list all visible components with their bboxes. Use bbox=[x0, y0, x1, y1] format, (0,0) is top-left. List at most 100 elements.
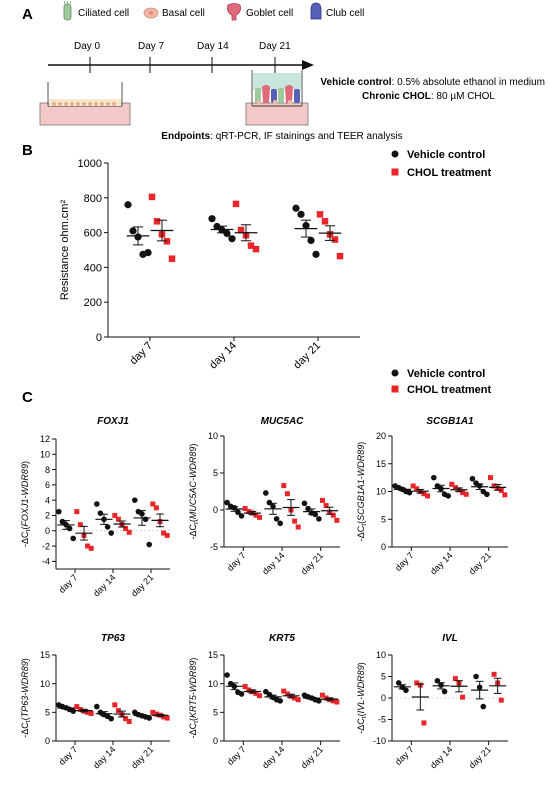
muc5ac-vehicle-point bbox=[224, 499, 230, 506]
tp63-vehicle-point bbox=[146, 715, 152, 721]
teer-vehicle-point bbox=[144, 249, 152, 257]
teer-ytick-label: 1000 bbox=[78, 158, 102, 170]
scgb1a1-y-axis-label: -ΔCt(SCGB1A1-WDR89) bbox=[356, 442, 368, 541]
krt5-ytick-label: 15 bbox=[208, 650, 218, 660]
ivl-ylabel-sub: t bbox=[361, 716, 368, 718]
teer-chol-point bbox=[336, 252, 344, 260]
teer-legend: Vehicle control CHOL treatment bbox=[391, 149, 491, 179]
ivl-chol-point bbox=[460, 694, 466, 700]
foxj1-chol-point bbox=[150, 501, 156, 507]
scgb1a1-vehicle-point bbox=[469, 475, 476, 482]
foxj1-xtick-label: day 14 bbox=[91, 572, 117, 598]
teer-vehicle-point bbox=[223, 229, 231, 238]
foxj1-ytick-label: 4 bbox=[45, 495, 50, 505]
basal-cell-icon bbox=[143, 7, 159, 19]
tp63-chol-point bbox=[150, 709, 156, 715]
foxj1-chol-point bbox=[115, 516, 121, 522]
club-cell-icon bbox=[310, 2, 322, 20]
timeline-day21: Day 21 bbox=[259, 41, 291, 52]
muc5ac-ytick-label: 5 bbox=[213, 468, 218, 478]
foxj1-ylabel-prefix: -ΔC bbox=[20, 531, 30, 547]
tp63-ytick-label: 0 bbox=[45, 736, 50, 746]
krt5-xtick-label: day 7 bbox=[225, 744, 248, 767]
ivl-ylabel-prefix: -ΔC bbox=[356, 718, 366, 734]
tp63-chol-point bbox=[123, 716, 129, 722]
muc5ac-ytick-label: -5 bbox=[210, 542, 218, 552]
ivl-vehicle-point bbox=[441, 688, 448, 695]
foxj1-vehicle-point bbox=[104, 524, 111, 530]
scgb1a1-xtick-label: day 7 bbox=[393, 550, 416, 573]
muc5ac-chol-point bbox=[330, 512, 336, 518]
endpoints-text: Endpoints: qRT-PCR, IF stainings and TEE… bbox=[161, 131, 402, 142]
foxj1-chol-point bbox=[74, 509, 80, 515]
tp63-vehicle-point bbox=[70, 708, 76, 714]
ivl-vehicle-point bbox=[473, 673, 479, 680]
muc5ac-ylabel-close: ) bbox=[188, 444, 198, 447]
foxj1-ylabel-sub: t bbox=[25, 529, 32, 531]
seeded-cells bbox=[52, 102, 116, 106]
foxj1-vehicle-point bbox=[56, 508, 62, 515]
krt5-ylabel-prefix: -ΔC bbox=[188, 722, 198, 738]
krt5-ylabel-open: ( bbox=[188, 718, 198, 721]
teer-chol-point bbox=[252, 245, 260, 253]
scgb1a1-vehicle-point bbox=[406, 489, 413, 496]
tp63-ytick-label: 10 bbox=[40, 679, 50, 689]
muc5ac-chol-point bbox=[253, 512, 259, 518]
krt5-vehicle-point bbox=[277, 698, 284, 704]
ivl-chol-point bbox=[491, 671, 497, 677]
differentiated-epithelium bbox=[255, 85, 300, 104]
scgb1a1-vehicle-point bbox=[431, 474, 437, 481]
scgb1a1-chol-point bbox=[425, 493, 431, 499]
tp63-ylabel-close: ) bbox=[20, 658, 30, 661]
tp63-title: TP63 bbox=[101, 633, 125, 644]
ivl-ytick-label: -10 bbox=[373, 736, 386, 746]
scgb1a1-xtick-label: day 14 bbox=[428, 550, 454, 576]
scgb1a1-legend-label: Vehicle control bbox=[407, 368, 485, 380]
krt5-ytick-label: 10 bbox=[208, 679, 218, 689]
muc5ac-xtick-label: day 14 bbox=[260, 550, 286, 576]
foxj1-ytick-label: -2 bbox=[42, 541, 50, 551]
krt5-chol-point bbox=[281, 688, 287, 694]
krt5-vehicle-point bbox=[316, 698, 322, 704]
panel-label-b: B bbox=[22, 142, 33, 159]
foxj1-chol-point bbox=[123, 525, 129, 531]
teer-vehicle-point bbox=[228, 235, 236, 243]
teer-ytick-label: 200 bbox=[84, 297, 102, 309]
scgb1a1-chol-point bbox=[463, 491, 469, 497]
transwell-day21 bbox=[245, 70, 309, 126]
tp63-vehicle-point bbox=[94, 703, 100, 710]
krt5-vehicle-point bbox=[224, 672, 230, 678]
ivl-chart: -10 -5 0 5 10 day 7 day 14 day 21 -ΔCt(IVL-WDR89… bbox=[356, 633, 508, 771]
scgb1a1-ytick-label: 0 bbox=[381, 542, 386, 552]
scgb1a1-ylabel-prefix: -ΔC bbox=[356, 525, 366, 541]
timeline: Day 0 Day 7 Day 14 Day 21 bbox=[48, 41, 314, 73]
muc5ac-chart: -5 0 5 10 day 7 day 14 day 21 -ΔCt(MUC5AC-WDR89… bbox=[188, 416, 340, 577]
scgb1a1-chol-point bbox=[410, 483, 416, 489]
teer-chol-point bbox=[148, 193, 156, 201]
teer-vehicle-point bbox=[312, 250, 320, 258]
krt5-ytick-label: 5 bbox=[213, 708, 218, 718]
krt5-title: KRT5 bbox=[269, 633, 295, 644]
krt5-ylabel-genes: KRT5-WDR89 bbox=[188, 661, 198, 718]
teer-vehicle-point bbox=[297, 210, 305, 218]
teer-ytick-label: 400 bbox=[84, 262, 102, 274]
foxj1-chol-point bbox=[77, 522, 83, 528]
muc5ac-vehicle-point bbox=[277, 520, 284, 527]
timeline-day0: Day 0 bbox=[74, 41, 101, 52]
foxj1-vehicle-point bbox=[97, 510, 104, 516]
foxj1-ytick-label: 0 bbox=[45, 526, 50, 536]
teer-y-axis-label: Resistance ohm.cm² bbox=[59, 200, 71, 301]
timeline-arrowhead bbox=[302, 60, 314, 70]
ivl-ylabel-open: ( bbox=[356, 713, 366, 716]
teer-xtick-label: day 7 bbox=[128, 340, 156, 368]
foxj1-ytick-label: 10 bbox=[40, 450, 50, 460]
muc5ac-ylabel-sub: t bbox=[193, 522, 200, 524]
foxj1-y-axis-label: -ΔCt(FOXJ1-WDR89) bbox=[20, 461, 32, 547]
legend-club-label: Club cell bbox=[326, 8, 364, 19]
tp63-ylabel-sub: t bbox=[25, 720, 32, 722]
foxj1-chol-point bbox=[88, 545, 94, 551]
teer-chol-point bbox=[316, 211, 324, 218]
panel-label-c: C bbox=[22, 389, 33, 406]
